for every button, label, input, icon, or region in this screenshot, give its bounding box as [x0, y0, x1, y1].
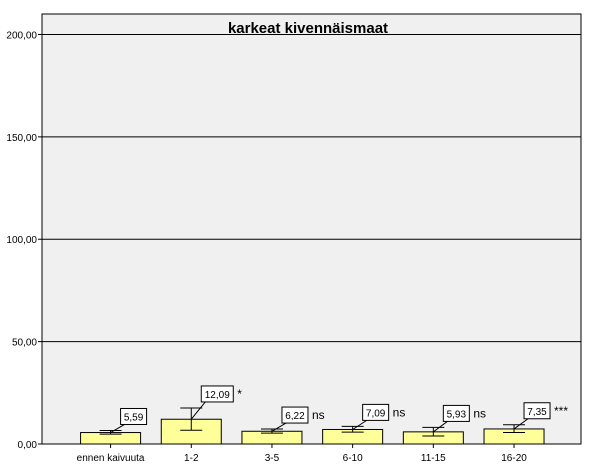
- data-label: 6,22: [285, 411, 305, 422]
- significance-marker: ns: [312, 408, 325, 422]
- data-label: 5,93: [447, 409, 467, 420]
- y-tick-label: 50,00: [12, 338, 37, 349]
- significance-marker: ***: [554, 404, 568, 418]
- significance-marker: *: [237, 387, 242, 401]
- data-label-box: [362, 403, 390, 421]
- y-tick-label: 150,00: [6, 133, 37, 144]
- y-axis-ticks: 0,00 50,00 100,00 150,00 200,00: [6, 30, 42, 451]
- data-label: 7,35: [527, 407, 547, 418]
- data-label-leader: [271, 422, 287, 432]
- data-label-leader: [352, 419, 367, 430]
- x-tick-label: 11-15: [421, 453, 446, 464]
- data-label-leader: [190, 401, 206, 420]
- data-label-box: [120, 407, 148, 425]
- x-tick-label: ennen kaivuuta: [77, 453, 145, 464]
- y-tick-label: 200,00: [6, 30, 37, 41]
- plot-frame: [41, 13, 582, 445]
- x-tick-label: 6-10: [343, 453, 363, 464]
- data-label-box: [281, 406, 309, 424]
- grid-lines: [42, 33, 581, 343]
- significance-marker: ns: [393, 405, 406, 419]
- data-label-box: [442, 404, 470, 422]
- data-label-leader: [110, 424, 125, 433]
- data-label-leader: [513, 418, 529, 430]
- data-label: 5,59: [124, 412, 144, 423]
- chart-title: karkeat kivennäismaat: [228, 20, 388, 37]
- x-tick-label: 16-20: [501, 453, 527, 464]
- x-tick-label: 3-5: [265, 453, 280, 464]
- data-label: 7,09: [366, 408, 386, 419]
- y-tick-label: 0,00: [18, 440, 38, 451]
- plot-background: [42, 14, 581, 444]
- data-label-box: [200, 385, 234, 403]
- x-tick-label: 1-2: [184, 453, 199, 464]
- data-label: 12,09: [205, 390, 230, 401]
- data-label-box: [523, 402, 551, 420]
- y-tick-label: 100,00: [6, 235, 37, 246]
- data-label-leader: [433, 421, 448, 433]
- x-axis-ticks: ennen kaivuuta 1-2 3-5 6-10 11-15 16-20: [77, 444, 527, 464]
- bars: 5,59 12,09 * 6,22 ns 7,09 ns 5,93 ns 7,35 ***: [80, 385, 568, 445]
- significance-marker: ns: [473, 406, 486, 420]
